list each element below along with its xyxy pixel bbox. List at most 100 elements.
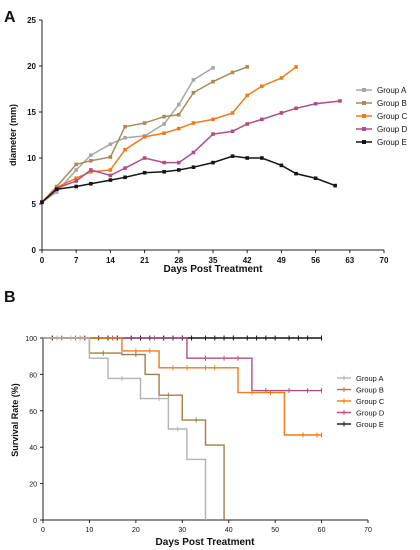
panel-a-point — [108, 168, 113, 172]
panel-a-point — [142, 170, 147, 175]
panel-a-x-tick-label: 7 — [74, 256, 79, 265]
panel-a-x-tick-label: 70 — [380, 256, 389, 265]
panel-a-point — [245, 93, 249, 98]
panel-a-y-tick-label: 15 — [27, 108, 36, 117]
legend-label: Group A — [377, 86, 407, 95]
panel-a-legend-group-e: Group E — [356, 138, 407, 147]
panel-b-x-tick-label: 40 — [225, 527, 233, 534]
legend-marker — [362, 88, 366, 92]
panel-a-x-tick-label: 56 — [311, 256, 320, 265]
panel-a-point — [123, 175, 127, 180]
legend-label: Group B — [356, 386, 384, 395]
panel-a-point — [162, 114, 166, 119]
panel-a-point — [313, 101, 318, 106]
panel-a-point — [191, 121, 196, 125]
panel-a-point — [74, 176, 78, 181]
panel-a-series-group-e — [40, 154, 337, 204]
panel-a-point — [245, 65, 249, 69]
panel-a-point — [260, 156, 264, 160]
panel-a-point — [162, 131, 166, 135]
panel-a-point — [177, 112, 181, 117]
panel-a-point — [54, 187, 59, 192]
panel-a-point — [162, 170, 166, 174]
panel-a-legend-group-d: Group D — [356, 125, 407, 134]
panel-a-point — [294, 171, 298, 176]
panel-b-series-group-b — [43, 335, 225, 520]
legend-label: Group D — [356, 409, 385, 418]
panel-b-y-title: Survival Rate (%) — [10, 383, 20, 457]
panel-b-x-tick-label: 10 — [86, 527, 94, 534]
panel-b-legend-group-e: Group E — [337, 420, 384, 429]
panel-a-point — [142, 135, 147, 139]
panel-a-point — [89, 158, 93, 163]
panel-a-point — [123, 124, 127, 129]
legend-label: Group C — [356, 397, 385, 406]
panel-a-line-group-e — [41, 155, 336, 203]
panel-a-point — [191, 90, 196, 95]
panel-a-point — [260, 117, 264, 122]
panel-a-point — [230, 154, 235, 158]
panel-a-series-group-d — [40, 99, 342, 204]
panel-b-y-tick-label: 20 — [29, 482, 37, 489]
panel-a-point — [123, 147, 127, 152]
panel-b-y-tick-label: 60 — [29, 409, 37, 416]
panel-a-x-tick-label: 49 — [277, 256, 286, 265]
panel-a-point — [177, 102, 181, 107]
legend-label: Group B — [377, 99, 407, 108]
panel-a-point — [142, 121, 147, 125]
panel-a-point — [89, 181, 93, 186]
panel-a-point — [177, 168, 181, 172]
panel-b-series-group-d — [43, 335, 323, 394]
panel-a-point — [279, 76, 284, 80]
panel-a-point — [108, 142, 113, 146]
panel-a-point — [162, 122, 166, 126]
panel-b-curve-group-d — [43, 337, 322, 392]
panel-b-curve-group-c — [43, 337, 322, 436]
panel-a-series-group-c — [40, 65, 298, 204]
panel-b-label: B — [4, 289, 16, 306]
panel-a-y-tick-label: 20 — [27, 62, 36, 71]
panel-a-point — [279, 111, 284, 115]
panel-a-point — [211, 132, 215, 136]
panel-b-x-tick-label: 70 — [364, 527, 372, 534]
panel-b-y-tick-label: 100 — [25, 336, 37, 343]
panel-b-x-title: Days Post Treatment — [156, 537, 256, 548]
panel-a-y-tick-label: 10 — [27, 154, 36, 163]
panel-a-x-tick-label: 63 — [345, 256, 354, 265]
legend-marker — [362, 127, 366, 131]
panel-a-y-tick-label: 25 — [27, 16, 36, 25]
panel-a-point — [162, 160, 166, 165]
panel-a-point — [245, 122, 249, 126]
panel-b-legend-group-b: Group B — [337, 386, 384, 395]
panel-a-point — [211, 66, 215, 70]
panel-a-point — [211, 79, 215, 84]
legend-marker — [362, 101, 366, 105]
panel-a-point — [191, 165, 196, 169]
panel-b-y-tick-label: 80 — [29, 372, 37, 379]
panel-a-point — [191, 150, 196, 155]
panel-a-point — [108, 155, 113, 159]
panel-a-x-title: Days Post Treatment — [164, 264, 264, 275]
panel-b-y-tick-label: 40 — [29, 445, 37, 452]
panel-b-curve-group-a — [43, 337, 207, 520]
panel-a-point — [108, 178, 113, 182]
legend-label: Group C — [377, 112, 407, 121]
panel-b-x-tick-label: 20 — [132, 527, 140, 534]
panel-b-x-tick-label: 0 — [41, 527, 45, 534]
panel-b-x-tick-label: 30 — [178, 527, 186, 534]
panel-a-point — [177, 160, 181, 165]
panel-a-x-tick-label: 28 — [174, 256, 183, 265]
panel-a-line-group-c — [41, 66, 297, 203]
panel-a-point — [89, 170, 93, 174]
panel-b-legend-group-a: Group A — [337, 374, 384, 383]
panel-a-line-group-d — [41, 100, 341, 203]
panel-a-point — [338, 99, 342, 103]
panel-a-point — [191, 78, 196, 82]
panel-a-point — [245, 156, 249, 160]
panel-b-series-group-c — [43, 335, 323, 438]
panel-a-point — [294, 106, 298, 111]
panel-a-point — [333, 183, 337, 188]
panel-a-point — [74, 162, 78, 167]
panel-a-point — [294, 65, 298, 69]
panel-a-point — [260, 84, 264, 89]
